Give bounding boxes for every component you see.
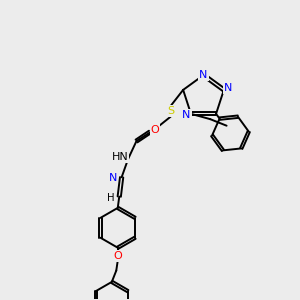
Text: O: O	[113, 251, 122, 261]
Text: S: S	[167, 106, 174, 116]
Text: N: N	[109, 173, 118, 183]
Text: N: N	[182, 110, 191, 120]
Text: O: O	[151, 125, 160, 135]
Text: N: N	[199, 70, 208, 80]
Text: N: N	[224, 83, 232, 93]
Text: HN: HN	[112, 152, 128, 162]
Text: H: H	[107, 193, 115, 203]
